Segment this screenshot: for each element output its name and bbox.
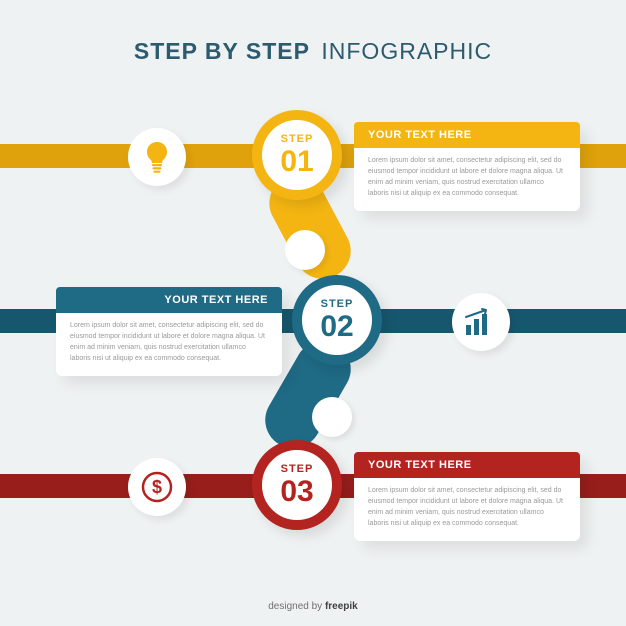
step-label: STEP — [281, 463, 314, 475]
svg-text:$: $ — [152, 477, 162, 497]
page-title: STEP BY STEP INFOGRAPHIC — [0, 0, 626, 65]
chart-icon — [452, 293, 510, 351]
step-label: STEP — [321, 298, 354, 310]
step-number: 02 — [320, 312, 353, 342]
step-label: STEP — [281, 133, 314, 145]
step-number: 03 — [280, 477, 313, 507]
text-card: YOUR TEXT HERE Lorem ipsum dolor sit amet… — [354, 452, 580, 541]
title-main: STEP BY STEP — [134, 38, 310, 64]
credit-line: designed by freepik — [0, 601, 626, 612]
credit-prefix: designed by — [268, 601, 325, 612]
card-body: Lorem ipsum dolor sit amet, consectetur … — [368, 156, 566, 199]
card-header: YOUR TEXT HERE — [56, 287, 282, 313]
step-node: STEP 01 — [252, 110, 342, 200]
text-card: YOUR TEXT HERE Lorem ipsum dolor sit amet… — [56, 287, 282, 376]
step-node: STEP 02 — [292, 275, 382, 365]
title-sub: INFOGRAPHIC — [321, 38, 492, 64]
card-header: YOUR TEXT HERE — [354, 452, 580, 478]
bulb-icon — [128, 128, 186, 186]
card-header: YOUR TEXT HERE — [354, 122, 580, 148]
step-node: STEP 03 — [252, 440, 342, 530]
card-body: Lorem ipsum dolor sit amet, consectetur … — [368, 486, 566, 529]
card-body: Lorem ipsum dolor sit amet, consectetur … — [70, 321, 268, 364]
connector-node — [312, 397, 352, 437]
step-number: 01 — [280, 147, 313, 177]
credit-brand: freepik — [325, 601, 358, 612]
connector-node — [285, 230, 325, 270]
dollar-icon: $ — [128, 458, 186, 516]
text-card: YOUR TEXT HERE Lorem ipsum dolor sit amet… — [354, 122, 580, 211]
